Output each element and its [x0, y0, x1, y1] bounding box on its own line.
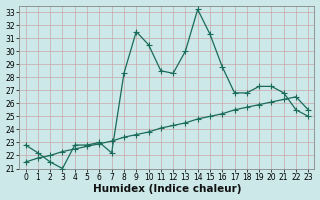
- X-axis label: Humidex (Indice chaleur): Humidex (Indice chaleur): [93, 184, 241, 194]
